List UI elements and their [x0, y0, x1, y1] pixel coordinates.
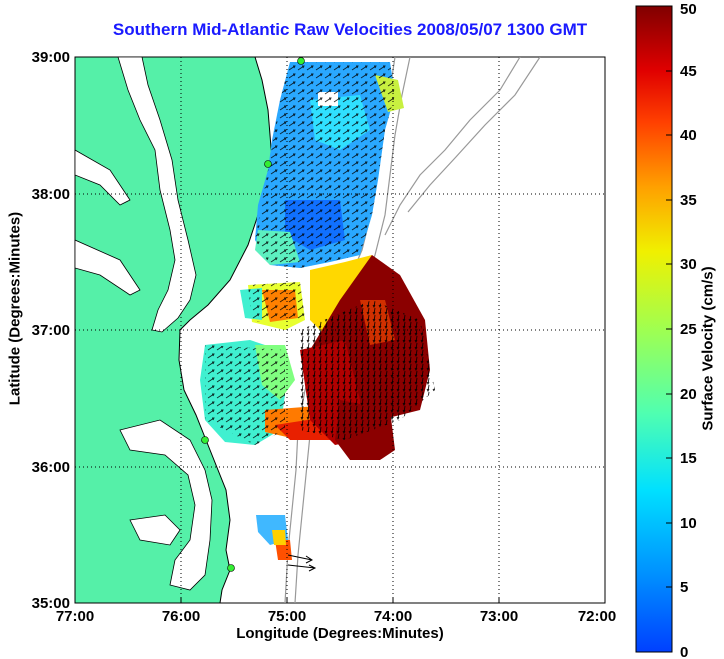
colorbar-tick-label: 25 [680, 321, 697, 338]
colorbar-tick-label: 45 [680, 63, 697, 80]
y-tick-label: 38:00 [32, 186, 70, 203]
x-tick-label: 75:00 [268, 608, 306, 625]
colorbar-tick-label: 5 [680, 579, 688, 596]
x-tick-label: 77:00 [56, 608, 94, 625]
colorbar-tick-label: 10 [680, 515, 697, 532]
y-axis: 35:00 36:00 37:00 38:00 39:00 [32, 49, 70, 612]
x-axis-label: Longitude (Degrees:Minutes) [236, 625, 444, 642]
x-tick-label: 72:00 [578, 608, 616, 625]
colorbar-tick-label: 20 [680, 386, 697, 403]
cape-arrows [287, 554, 317, 572]
y-tick-label: 37:00 [32, 322, 70, 339]
pamlico-sound [119, 419, 213, 591]
colorbar-tick-label: 35 [680, 192, 697, 209]
colorbar-tick-label: 15 [680, 450, 697, 467]
y-tick-label: 35:00 [32, 595, 70, 612]
chesapeake-bay [117, 57, 197, 333]
x-tick-label: 74:00 [374, 608, 412, 625]
radar-station-markers [201, 57, 305, 572]
colorbar-tick-label: 50 [680, 1, 697, 18]
colorbar-tick-label: 0 [680, 644, 688, 659]
x-axis: 77:00 76:00 75:00 74:00 73:00 72:00 [56, 597, 616, 625]
colorbar-tick-label: 40 [680, 127, 697, 144]
x-tick-label: 76:00 [162, 608, 200, 625]
colorbar-tick-label: 30 [680, 256, 697, 273]
map-grid [75, 57, 605, 603]
velocity-field [200, 62, 435, 560]
colorbar: 0 5 10 15 20 25 30 35 40 45 50 [635, 1, 697, 659]
y-tick-label: 39:00 [32, 49, 70, 66]
map-title: Southern Mid-Atlantic Raw Velocities 200… [112, 20, 588, 39]
y-tick-label: 36:00 [32, 459, 70, 476]
x-tick-label: 73:00 [480, 608, 518, 625]
